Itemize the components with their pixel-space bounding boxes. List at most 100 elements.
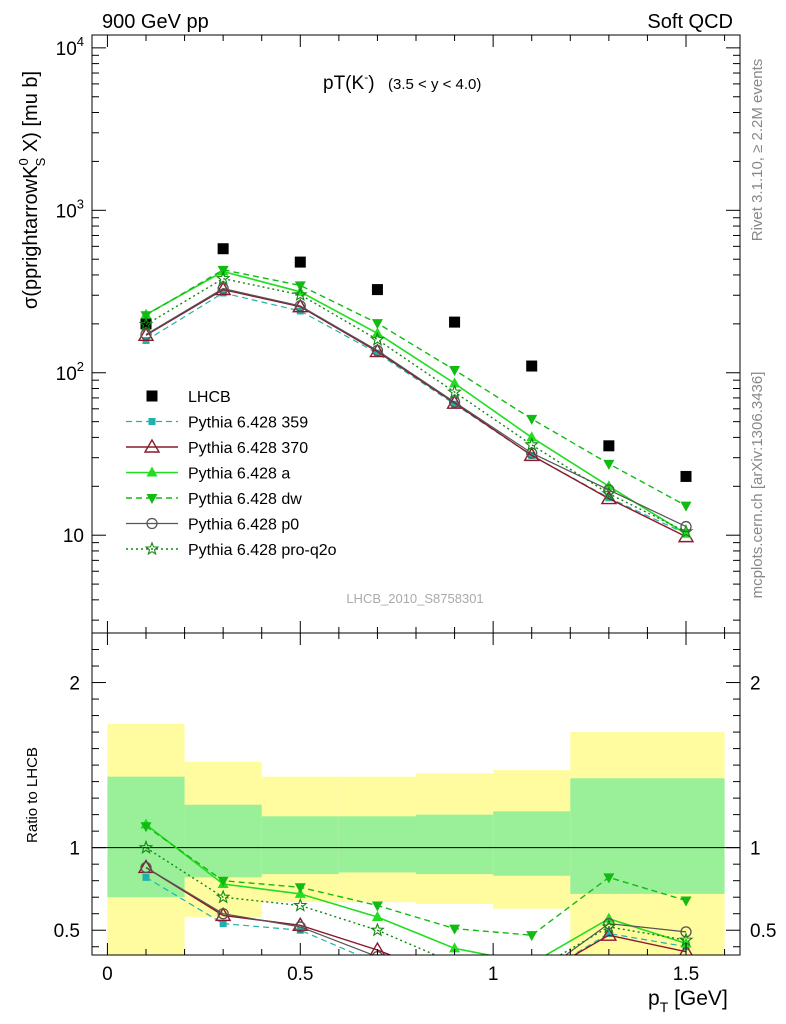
ratio-point-pp0-7 — [680, 926, 692, 938]
ratio-point-pq2o-1 — [215, 889, 231, 904]
ratio-point-p370-4 — [448, 973, 462, 985]
ratio-point-pp0-6 — [603, 917, 615, 930]
ratio-point-pp0-4 — [450, 975, 460, 985]
main-point-pdw-7 — [680, 501, 692, 512]
legend-marker-p370 — [143, 438, 161, 453]
x-axis-label-sub: T — [660, 999, 669, 1015]
main-line-p359 — [145, 292, 687, 535]
main-y-tick-base: 10 — [56, 201, 77, 222]
main-point-pdw-5 — [526, 414, 538, 425]
main-line-p370 — [145, 288, 687, 538]
legend-item-p370: Pythia 6.428 370 — [126, 438, 308, 457]
main-y-tick-label: 103 — [56, 196, 84, 222]
ratio-point-pdw-7 — [680, 896, 692, 907]
ratio-line-pq2o — [145, 847, 687, 955]
ratio-point-pdw-1 — [217, 876, 229, 887]
x-tick-label: 0 — [102, 964, 113, 985]
main-point-pp0-3 — [371, 344, 384, 357]
main-y-tick-base: 10 — [56, 364, 77, 385]
main-ylabel-b: X) [mu b] — [20, 71, 42, 158]
ratio-y-tick-label-right: 0.5 — [750, 921, 776, 942]
legend-marker-pdw — [146, 494, 158, 504]
legend-label-data: LHCB — [188, 389, 231, 406]
main-point-p359-3 — [373, 349, 381, 357]
ratio-point-pdw-3 — [371, 901, 383, 912]
main-point-data-4 — [449, 316, 461, 328]
ratio-point-pp0-0 — [140, 861, 152, 874]
ratio-point-p359-4 — [451, 976, 458, 983]
legend-label-pp0: Pythia 6.428 p0 — [188, 517, 299, 534]
main-point-data-2 — [294, 256, 306, 268]
ratio-point-pp0-2 — [294, 921, 306, 933]
x-axis-label: pT [GeV] — [648, 987, 728, 1015]
x-axis-label-b: [GeV] — [668, 987, 728, 1010]
plot-title: pT(K-) — [323, 70, 375, 94]
main-ylabel-sup: 0 — [16, 158, 31, 165]
main-point-data-1 — [217, 243, 229, 255]
band-inner-1 — [184, 804, 262, 878]
main-point-pq2o-1 — [215, 270, 231, 285]
ratio-point-pq2o-3 — [369, 922, 385, 937]
band-inner-3 — [338, 816, 416, 873]
band-inner-4 — [416, 814, 494, 875]
plot-title-sup: - — [364, 70, 368, 84]
ratio-point-pq2o-0 — [138, 839, 154, 854]
legend-label-pq2o: Pythia 6.428 pro-q2o — [188, 542, 337, 559]
plot-title-range: (3.5 < y < 4.0) — [388, 76, 481, 93]
main-point-pdw-4 — [449, 365, 461, 376]
legend: LHCB Pythia 6.428 359 Pythia 6.428 370 Pyth… — [126, 389, 337, 559]
ratio-series-pdw — [140, 822, 692, 942]
main-y-tick-exp: 3 — [77, 196, 84, 211]
main-y-tick-label: 104 — [56, 34, 84, 60]
header-right: Soft QCD — [647, 11, 733, 33]
main-line-pq2o — [145, 277, 687, 533]
main-point-pdw-6 — [603, 459, 615, 470]
ratio-line-pdw — [145, 825, 687, 936]
main-point-pp0-2 — [294, 300, 306, 312]
legend-marker-pa — [146, 466, 158, 477]
ratio-series — [137, 818, 694, 985]
legend-item-data: LHCB — [146, 389, 231, 406]
ratio-point-p359-0 — [142, 873, 150, 881]
x-tick-label: 0.5 — [287, 964, 313, 985]
main-point-pq2o-2 — [292, 286, 308, 302]
ratio-point-pq2o-2 — [292, 897, 308, 912]
ratio-point-pdw-2 — [294, 883, 306, 894]
main-line-pp0 — [145, 287, 687, 528]
main-point-pp0-4 — [448, 396, 461, 408]
main-y-tick-label: 102 — [56, 359, 84, 385]
legend-marker-pq2o — [144, 541, 160, 556]
ratio-point-pdw-4 — [449, 924, 461, 935]
main-point-pdw-0 — [140, 311, 152, 322]
main-point-pp0-0 — [140, 328, 152, 341]
uncertainty-bands — [107, 723, 725, 955]
main-point-p359-4 — [451, 400, 459, 408]
main-point-pq2o-4 — [447, 384, 463, 399]
legend-label-pa: Pythia 6.428 a — [188, 466, 290, 483]
main-point-pp0-5 — [526, 447, 538, 459]
ratio-point-pdw-6 — [603, 873, 615, 884]
rivet-label: Rivet 3.1.10, ≥ 2.2M events — [749, 59, 766, 242]
ratio-point-pa-3 — [371, 911, 383, 922]
ratio-series-pq2o — [138, 839, 694, 955]
main-line-pa — [145, 270, 687, 535]
ratio-ylabel: Ratio to LHCB — [24, 747, 41, 843]
ratio-series-pp0 — [140, 861, 692, 985]
ratio-line-pa — [145, 823, 687, 955]
main-y-tick-base: 10 — [63, 526, 84, 547]
ratio-point-p370-5 — [525, 973, 539, 985]
main-point-p359-6 — [605, 494, 613, 502]
main-point-data-5 — [526, 360, 538, 372]
ratio-y-tick-label-left: 0.5 — [54, 921, 80, 942]
x-axis-label-a: p — [648, 987, 660, 1010]
main-point-data-3 — [371, 284, 383, 296]
legend-label-pdw: Pythia 6.428 dw — [188, 491, 302, 508]
header-left: 900 GeV pp — [102, 11, 209, 33]
main-point-pq2o-5 — [524, 436, 540, 452]
ratio-point-pdw-5 — [526, 931, 538, 942]
legend-item-pa: Pythia 6.428 a — [126, 466, 290, 483]
main-y-tick-label: 10 — [63, 526, 84, 547]
main-point-p370-1 — [214, 281, 232, 296]
main-series — [137, 243, 695, 543]
plot-title-close: ) — [368, 73, 374, 94]
